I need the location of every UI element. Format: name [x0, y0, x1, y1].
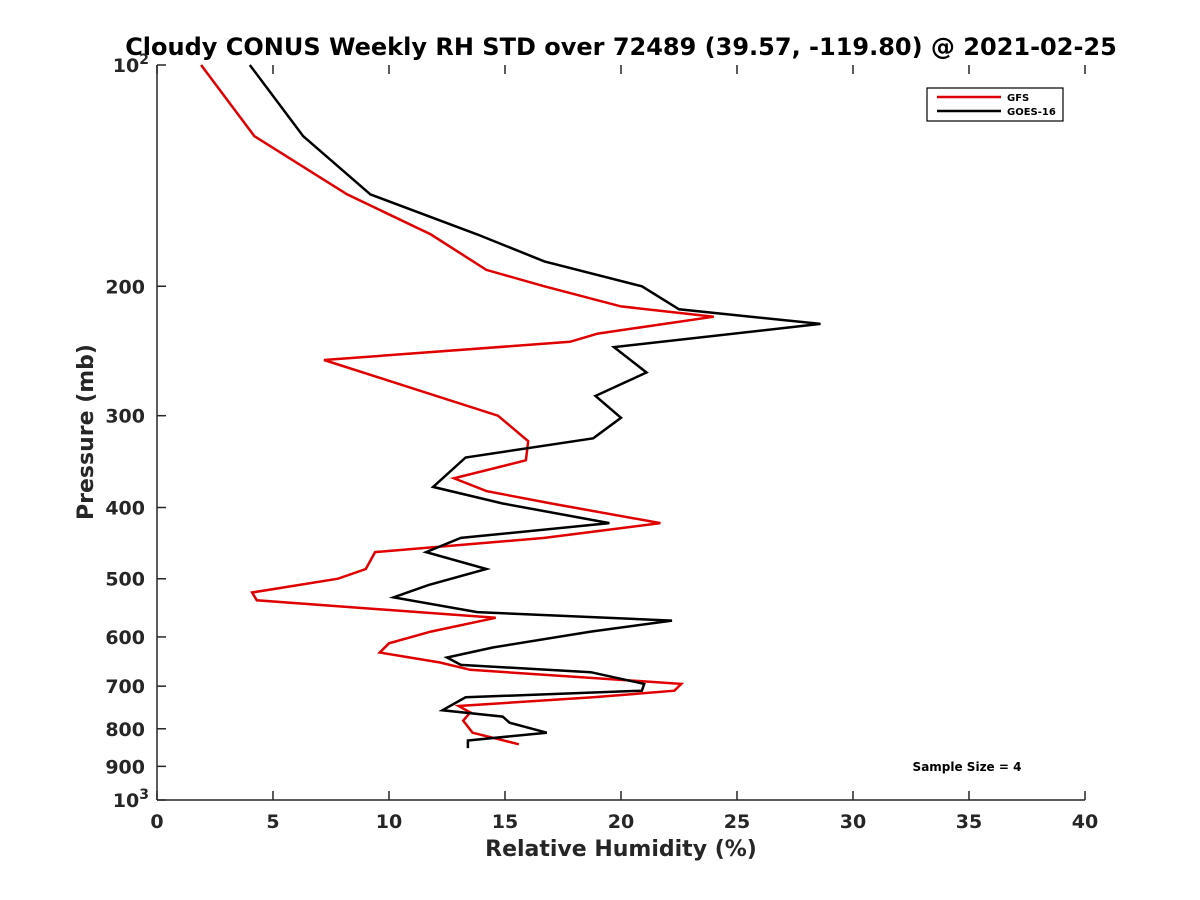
y-tick-label: 800 [105, 719, 145, 741]
x-tick-label: 15 [492, 811, 518, 833]
x-tick-label: 10 [376, 811, 402, 833]
chart-title: Cloudy CONUS Weekly RH STD over 72489 (3… [125, 33, 1117, 61]
x-tick-label: 25 [724, 811, 750, 833]
y-tick-label: 700 [105, 676, 145, 698]
x-tick-label: 0 [150, 811, 163, 833]
y-tick-label: 300 [105, 406, 145, 428]
legend-box [926, 87, 1064, 122]
series-lines [200, 64, 821, 749]
y-axis-label: Pressure (mb) [74, 344, 99, 520]
y-tick-label: 103 [113, 787, 149, 812]
y-tick-label: 400 [105, 498, 145, 520]
x-tick-label: 5 [266, 811, 279, 833]
sample-size-annotation: Sample Size = 4 [913, 760, 1022, 774]
series-line-goes16 [248, 64, 821, 749]
x-axis-label: Relative Humidity (%) [485, 837, 757, 862]
legend-label-gfs: GFS [1007, 93, 1029, 104]
series-line-gfs [200, 64, 714, 746]
x-tick-label: 30 [840, 811, 866, 833]
x-tick-label: 40 [1072, 811, 1098, 833]
y-tick-label: 500 [105, 569, 145, 591]
x-tick-label: 35 [956, 811, 982, 833]
legend: GFS GOES-16 [926, 87, 1064, 122]
y-ticks: 102 200 300 400 500 600 700 800 900 103 [105, 52, 166, 812]
x-ticks: 0 5 10 15 20 25 30 35 40 [150, 65, 1098, 833]
plot-area [157, 65, 1085, 800]
y-tick-label: 102 [113, 52, 149, 77]
y-tick-label: 200 [105, 276, 145, 298]
x-tick-label: 20 [608, 811, 634, 833]
y-tick-label: 600 [105, 627, 145, 649]
y-tick-label: 900 [105, 756, 145, 778]
legend-label-goes16: GOES-16 [1007, 107, 1056, 118]
